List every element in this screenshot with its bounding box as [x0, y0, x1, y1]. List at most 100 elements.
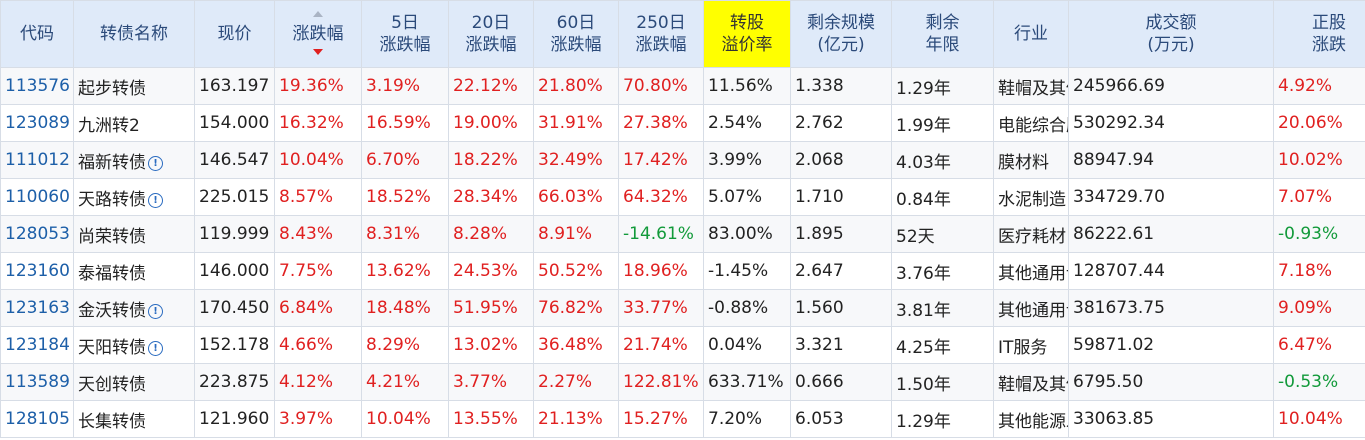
col-header-industry[interactable]: 行业 [993, 0, 1069, 68]
scale-cell: 1.710 [790, 178, 892, 216]
scale-cell: 2.647 [790, 252, 892, 290]
scale-cell: 1.560 [790, 289, 892, 327]
change-cell: 6.84% [274, 289, 362, 327]
sort-control[interactable]: 涨跌幅 [293, 11, 344, 55]
col-header-change[interactable]: 涨跌幅 [274, 0, 362, 68]
bond-name-label[interactable]: 福新转债 [78, 152, 146, 173]
stock-change-cell: -0.93% [1273, 215, 1365, 253]
bond-name-label[interactable]: 起步转债 [78, 78, 146, 99]
bond-code-link[interactable]: 123184 [0, 326, 74, 364]
bond-code-link[interactable]: 110060 [0, 178, 74, 216]
change-5d-cell: 16.59% [361, 104, 449, 142]
bond-code-link[interactable]: 123163 [0, 289, 74, 327]
info-icon[interactable]: ! [148, 192, 163, 208]
change-20d-cell: 3.77% [448, 363, 534, 401]
bond-code-link[interactable]: 113589 [0, 363, 74, 401]
col-header-volume[interactable]: 成交额 (万元) [1068, 0, 1274, 68]
col-header-code[interactable]: 代码 [0, 0, 74, 68]
table-row[interactable]: 123184 天阳转债! 152.178 4.66% 8.29% 13.02% 36.48%… [0, 326, 1365, 364]
info-icon[interactable]: ! [148, 155, 163, 171]
bond-name-label[interactable]: 金沃转债 [78, 300, 146, 321]
volume-cell: 530292.34 [1068, 104, 1274, 142]
bond-code-link[interactable]: 128053 [0, 215, 74, 253]
term-cell: 3.81年 [891, 289, 994, 327]
volume-cell: 33063.85 [1068, 400, 1274, 438]
bond-name[interactable]: 尚荣转债 [73, 215, 195, 253]
change-5d-cell: 6.70% [361, 141, 449, 179]
premium-cell: 633.71% [703, 363, 791, 401]
bond-name-label[interactable]: 天创转债 [78, 374, 146, 395]
change-cell: 19.36% [274, 67, 362, 105]
bond-name-label[interactable]: 长集转债 [78, 411, 146, 432]
col-header-250d[interactable]: 250日 涨跌幅 [618, 0, 704, 68]
info-icon[interactable]: ! [148, 303, 163, 319]
bond-name-label[interactable]: 尚荣转债 [78, 226, 146, 247]
table-row[interactable]: 111012 福新转债! 146.547 10.04% 6.70% 18.22% 32.49… [0, 141, 1365, 179]
industry-cell: 水泥制造 [993, 178, 1069, 216]
sort-ascending-icon[interactable] [313, 11, 323, 17]
bond-name[interactable]: 天创转债 [73, 363, 195, 401]
table-row[interactable]: 128105 长集转债 121.960 3.97% 10.04% 13.55% 21.13%… [0, 400, 1365, 438]
change-cell: 3.97% [274, 400, 362, 438]
table-row[interactable]: 123160 泰福转债 146.000 7.75% 13.62% 24.53% 50.52%… [0, 252, 1365, 290]
col-header-term[interactable]: 剩余 年限 [891, 0, 994, 68]
volume-cell: 128707.44 [1068, 252, 1274, 290]
change-60d-cell: 36.48% [533, 326, 619, 364]
industry-cell: 医疗耗材 [993, 215, 1069, 253]
premium-cell: -1.45% [703, 252, 791, 290]
bond-name[interactable]: 天路转债! [73, 178, 195, 216]
bond-code-link[interactable]: 123160 [0, 252, 74, 290]
col-header-20d[interactable]: 20日 涨跌幅 [448, 0, 534, 68]
term-cell: 3.76年 [891, 252, 994, 290]
bond-code-link[interactable]: 123089 [0, 104, 74, 142]
term-cell: 4.03年 [891, 141, 994, 179]
bond-name[interactable]: 九洲转2 [73, 104, 195, 142]
bond-name[interactable]: 天阳转债! [73, 326, 195, 364]
table-row[interactable]: 128053 尚荣转债 119.999 8.43% 8.31% 8.28% 8.91% -14… [0, 215, 1365, 253]
table-row[interactable]: 113589 天创转债 223.875 4.12% 4.21% 3.77% 2.27% 122… [0, 363, 1365, 401]
premium-cell: 7.20% [703, 400, 791, 438]
price-cell: 152.178 [194, 326, 275, 364]
table-row[interactable]: 123163 金沃转债! 170.450 6.84% 18.48% 51.95% 76.82… [0, 289, 1365, 327]
term-cell: 1.29年 [891, 67, 994, 105]
bond-name-label[interactable]: 泰福转债 [78, 263, 146, 284]
col-header-name[interactable]: 转债名称 [73, 0, 195, 68]
premium-cell: 11.56% [703, 67, 791, 105]
stock-change-cell: -0.53% [1273, 363, 1365, 401]
table-row[interactable]: 123089 九洲转2 154.000 16.32% 16.59% 19.00% 31.91… [0, 104, 1365, 142]
bond-name[interactable]: 泰福转债 [73, 252, 195, 290]
change-60d-cell: 32.49% [533, 141, 619, 179]
price-cell: 225.015 [194, 178, 275, 216]
bond-name-label[interactable]: 天阳转债 [78, 337, 146, 358]
table-row[interactable]: 113576 起步转债 163.197 19.36% 3.19% 22.12% 21.80%… [0, 67, 1365, 105]
bond-code-link[interactable]: 113576 [0, 67, 74, 105]
col-header-60d[interactable]: 60日 涨跌幅 [533, 0, 619, 68]
col-header-stock-change[interactable]: 正股 涨跌 [1273, 0, 1365, 68]
industry-cell: 其他通用设备 [993, 289, 1069, 327]
col-header-price[interactable]: 现价 [194, 0, 275, 68]
bond-name[interactable]: 金沃转债! [73, 289, 195, 327]
change-5d-cell: 18.48% [361, 289, 449, 327]
sort-descending-icon[interactable] [313, 49, 323, 55]
volume-cell: 6795.50 [1068, 363, 1274, 401]
col-header-premium[interactable]: 转股 溢价率 [703, 0, 791, 68]
bond-code-link[interactable]: 111012 [0, 141, 74, 179]
bond-code-link[interactable]: 128105 [0, 400, 74, 438]
col-header-5d[interactable]: 5日 涨跌幅 [361, 0, 449, 68]
term-cell: 1.99年 [891, 104, 994, 142]
bond-name-label[interactable]: 天路转债 [78, 189, 146, 210]
col-header-scale[interactable]: 剩余规模 (亿元) [790, 0, 892, 68]
info-icon[interactable]: ! [148, 340, 163, 356]
term-cell: 1.50年 [891, 363, 994, 401]
price-cell: 154.000 [194, 104, 275, 142]
table-row[interactable]: 110060 天路转债! 225.015 8.57% 18.52% 28.34% 66.03… [0, 178, 1365, 216]
bond-name[interactable]: 起步转债 [73, 67, 195, 105]
change-250d-cell: 27.38% [618, 104, 704, 142]
bond-name[interactable]: 福新转债! [73, 141, 195, 179]
change-60d-cell: 66.03% [533, 178, 619, 216]
change-5d-cell: 8.31% [361, 215, 449, 253]
price-cell: 146.547 [194, 141, 275, 179]
bond-name-label[interactable]: 九洲转2 [78, 115, 140, 136]
bond-name[interactable]: 长集转债 [73, 400, 195, 438]
change-5d-cell: 3.19% [361, 67, 449, 105]
